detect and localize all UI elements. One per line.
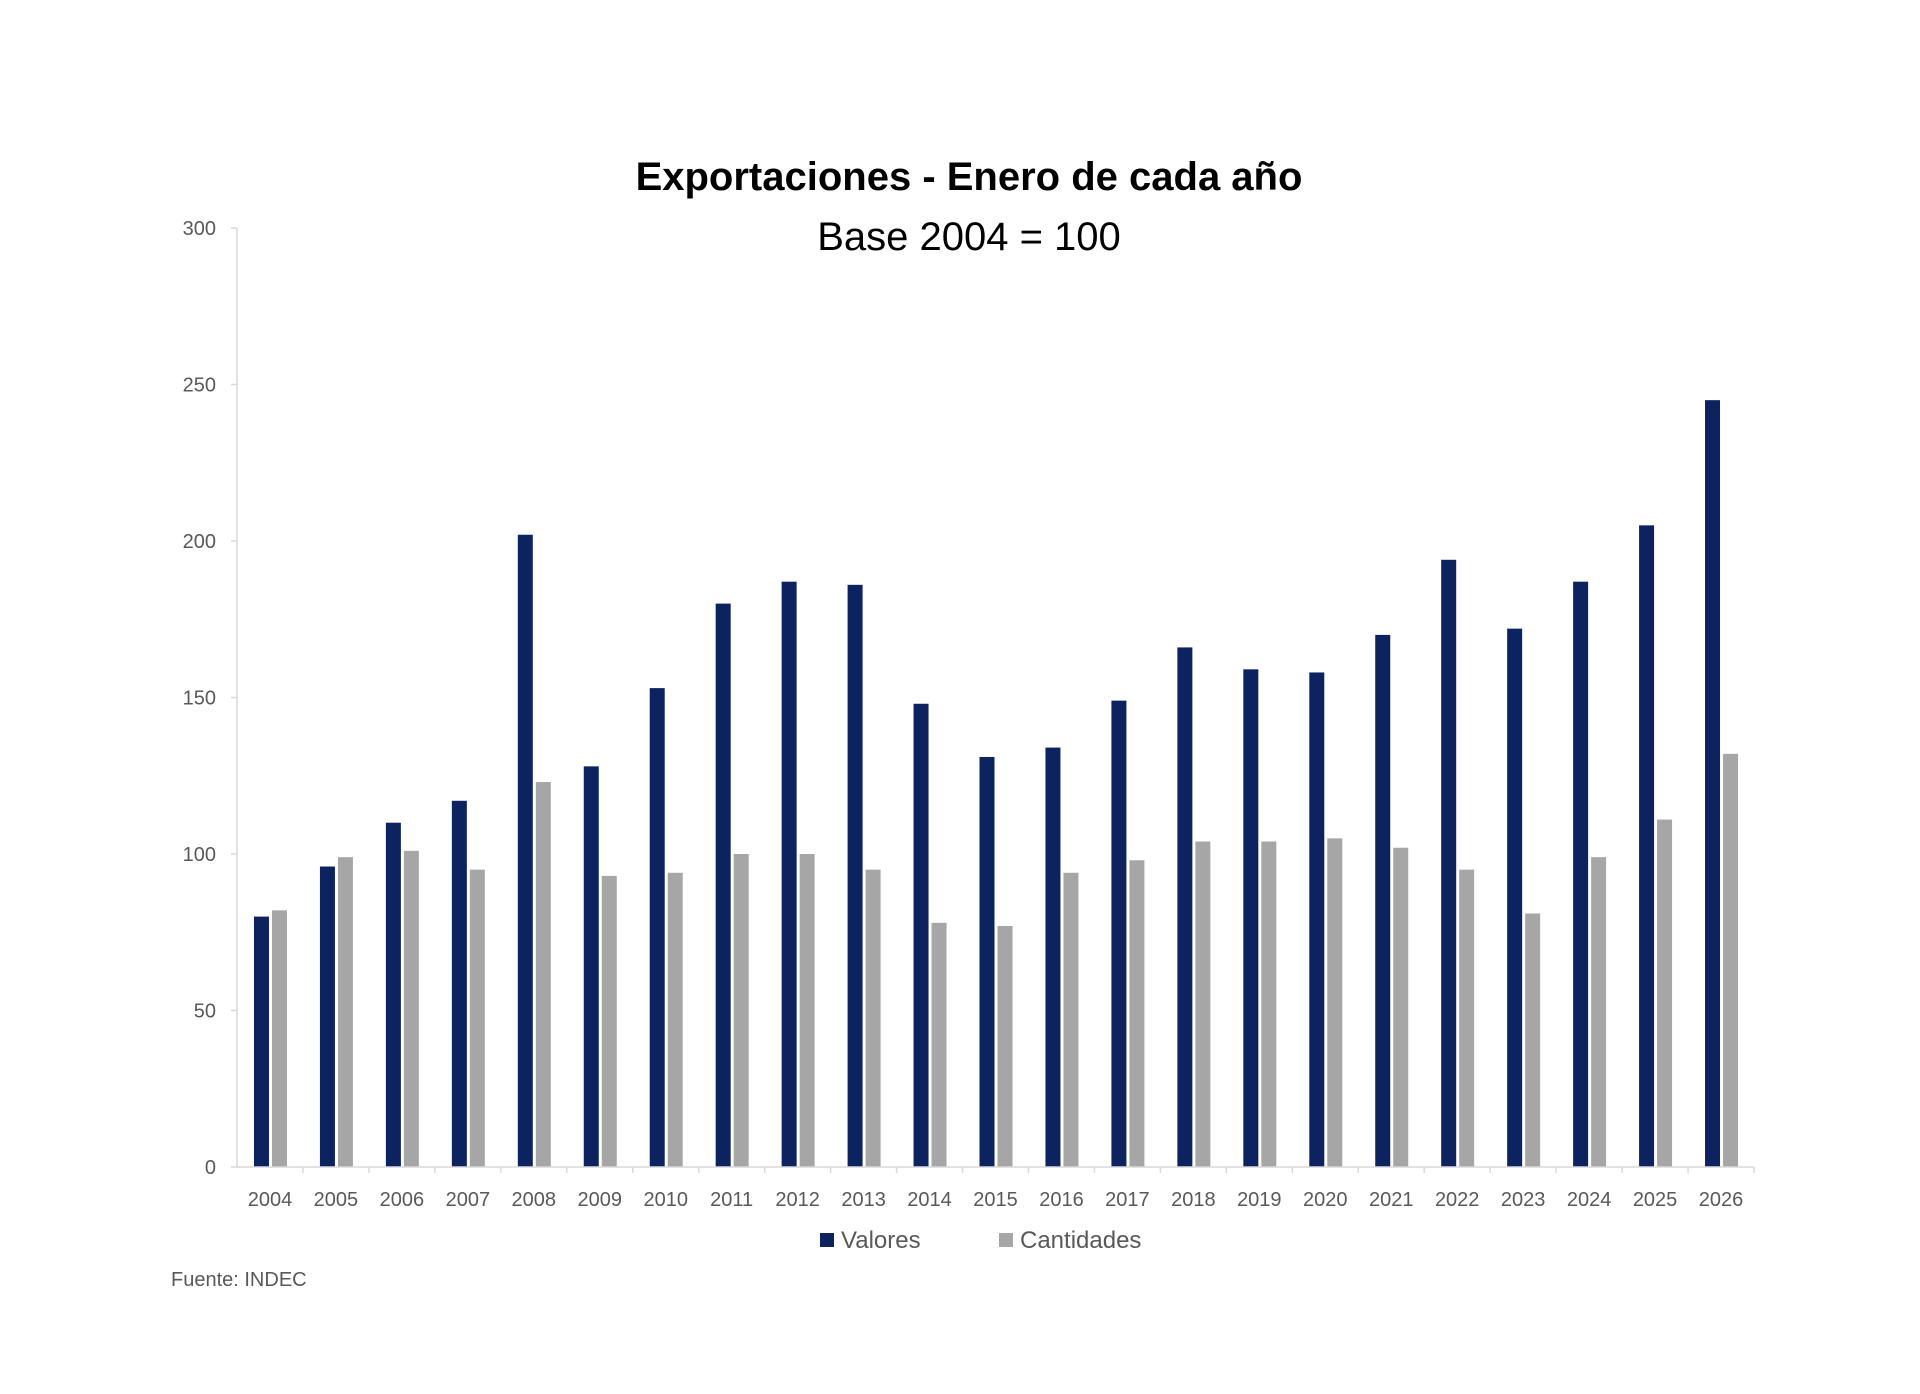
bar-valores-2011 [715, 603, 731, 1167]
bar-cantidades-2010 [667, 872, 683, 1167]
y-tick-label: 0 [205, 1157, 216, 1179]
x-tick-label: 2023 [1501, 1189, 1546, 1211]
source-note: Fuente: INDEC [171, 1269, 307, 1291]
bar-cantidades-2026 [1723, 753, 1739, 1167]
x-tick-label: 2012 [775, 1189, 820, 1211]
bar-cantidades-2023 [1525, 913, 1541, 1167]
y-tick-label: 300 [183, 218, 216, 240]
bar-valores-2021 [1375, 634, 1391, 1167]
x-tick-label: 2025 [1633, 1189, 1678, 1211]
bar-valores-2017 [1111, 700, 1127, 1167]
bar-cantidades-2018 [1195, 841, 1211, 1167]
x-tick-label: 2020 [1303, 1189, 1348, 1211]
bars [253, 400, 1739, 1167]
bar-cantidades-2021 [1393, 847, 1409, 1167]
bar-valores-2004 [253, 916, 269, 1167]
y-tick-label: 200 [183, 531, 216, 553]
bar-cantidades-2013 [865, 869, 881, 1167]
bar-cantidades-2008 [535, 782, 551, 1167]
bar-valores-2006 [385, 822, 401, 1167]
bar-valores-2020 [1309, 672, 1325, 1167]
x-tick-label: 2024 [1567, 1189, 1612, 1211]
bar-cantidades-2005 [337, 857, 353, 1167]
bar-valores-2014 [913, 703, 929, 1167]
bar-valores-2022 [1441, 559, 1457, 1167]
bar-cantidades-2009 [601, 875, 617, 1167]
bar-valores-2015 [979, 756, 995, 1167]
x-tick-label: 2022 [1435, 1189, 1480, 1211]
x-tick-label: 2006 [380, 1189, 425, 1211]
x-tick-label: 2011 [710, 1189, 753, 1211]
x-tick-label: 2010 [643, 1189, 688, 1211]
bar-valores-2005 [319, 866, 335, 1167]
y-tick-label: 50 [194, 1001, 216, 1023]
x-tick-label: 2013 [841, 1189, 886, 1211]
bar-cantidades-2012 [799, 854, 815, 1167]
bar-valores-2012 [781, 581, 797, 1167]
bar-cantidades-2020 [1327, 838, 1343, 1167]
bar-cantidades-2025 [1657, 819, 1673, 1167]
bar-cantidades-2007 [469, 869, 485, 1167]
x-tick-label: 2009 [578, 1189, 623, 1211]
bar-cantidades-2004 [271, 910, 287, 1167]
x-tick-label: 2004 [248, 1189, 293, 1211]
bar-valores-2024 [1573, 581, 1589, 1167]
x-tick-label: 2021 [1369, 1189, 1414, 1211]
legend-label: Valores [841, 1227, 921, 1254]
x-tick-label: 2019 [1237, 1189, 1282, 1211]
x-tick-label: 2015 [973, 1189, 1018, 1211]
legend-swatch [999, 1233, 1013, 1247]
x-tick-label: 2007 [446, 1189, 491, 1211]
bar-valores-2008 [517, 534, 533, 1167]
bar-valores-2007 [451, 800, 467, 1167]
legend-swatch [820, 1233, 834, 1247]
x-axis: 2004 2005 2006 2007 2008 2009 2010 2011 2012 2013… [237, 1166, 1755, 1211]
bar-valores-2018 [1177, 647, 1193, 1167]
bar-valores-2013 [847, 584, 863, 1167]
bar-cantidades-2017 [1129, 860, 1145, 1167]
legend-label: Cantidades [1020, 1227, 1141, 1254]
bar-cantidades-2014 [931, 922, 947, 1167]
bar-valores-2025 [1639, 525, 1655, 1167]
x-tick-label: 2014 [907, 1189, 952, 1211]
bar-cantidades-2016 [1063, 872, 1079, 1167]
bar-cantidades-2024 [1591, 857, 1607, 1167]
x-tick-label: 2008 [512, 1189, 557, 1211]
bar-valores-2019 [1243, 669, 1259, 1167]
chart-title: Exportaciones - Enero de cada año [636, 155, 1303, 199]
bar-cantidades-2015 [997, 925, 1013, 1167]
bar-valores-2023 [1507, 628, 1523, 1167]
x-tick-label: 2026 [1699, 1189, 1744, 1211]
bar-cantidades-2022 [1459, 869, 1475, 1167]
x-tick-label: 2005 [314, 1189, 359, 1211]
bar-valores-2026 [1705, 400, 1721, 1167]
y-axis: 0 50 100 150 200 250 300 [183, 218, 238, 1179]
y-tick-label: 150 [183, 688, 216, 710]
legend: Valores Cantidades [820, 1227, 1141, 1254]
bar-cantidades-2006 [403, 850, 419, 1167]
bar-cantidades-2011 [733, 854, 749, 1167]
x-tick-label: 2016 [1039, 1189, 1084, 1211]
bar-valores-2016 [1045, 747, 1061, 1167]
x-tick-label: 2017 [1105, 1189, 1150, 1211]
bar-valores-2009 [583, 766, 599, 1167]
y-tick-label: 100 [183, 844, 216, 866]
x-tick-label: 2018 [1171, 1189, 1216, 1211]
bar-cantidades-2019 [1261, 841, 1277, 1167]
y-tick-label: 250 [183, 375, 216, 397]
chart-subtitle: Base 2004 = 100 [817, 215, 1121, 259]
bar-valores-2010 [649, 688, 665, 1167]
